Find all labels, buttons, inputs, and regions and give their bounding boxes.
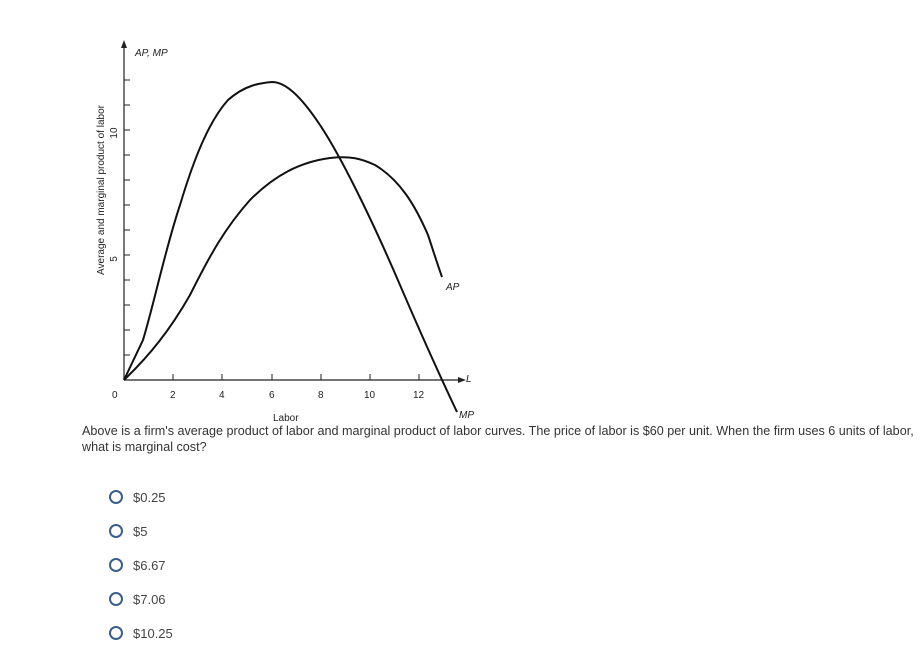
- question-text: Above is a firm's average product of lab…: [82, 424, 914, 454]
- y-tick-label-5: 5: [109, 256, 120, 262]
- option-label: $6.67: [133, 557, 166, 573]
- answer-options: $0.25 $5 $6.67 $7.06 $10.25: [109, 480, 173, 650]
- option-label: $5: [133, 523, 148, 539]
- y-axis-top-label: AP, MP: [134, 48, 168, 59]
- x-ticks: [172, 374, 420, 380]
- y-axis-side-label: Average and marginal product of labor: [96, 104, 107, 275]
- ap-label: AP: [445, 282, 460, 293]
- x-axis-arrow: [458, 377, 466, 383]
- mp-label: MP: [459, 410, 474, 421]
- x-tick-label-10: 10: [364, 390, 376, 401]
- y-ticks: [124, 79, 130, 356]
- x-tick-label-8: 8: [318, 390, 324, 401]
- x-tick-label-0: 0: [112, 390, 118, 401]
- ap-curve: [123, 156, 443, 381]
- radio-icon[interactable]: [109, 592, 123, 606]
- x-tick-label-4: 4: [219, 390, 225, 401]
- option-1[interactable]: $5: [109, 514, 173, 548]
- x-tick-label-12: 12: [413, 390, 425, 401]
- chart: 0 2 4 6 8 10 12 5 10 Average and margina…: [96, 40, 474, 424]
- option-label: $10.25: [133, 625, 173, 641]
- x-axis-label: Labor: [273, 413, 299, 424]
- x-tick-label-6: 6: [269, 390, 275, 401]
- x-axis-end-label: L: [466, 374, 472, 385]
- x-tick-label-2: 2: [170, 390, 176, 401]
- option-2[interactable]: $6.67: [109, 548, 173, 582]
- radio-icon[interactable]: [109, 490, 123, 504]
- radio-icon[interactable]: [109, 524, 123, 538]
- option-3[interactable]: $7.06: [109, 582, 173, 616]
- mp-curve: [123, 80, 458, 413]
- option-0[interactable]: $0.25: [109, 480, 173, 514]
- radio-icon[interactable]: [109, 558, 123, 572]
- option-label: $0.25: [133, 489, 166, 505]
- option-4[interactable]: $10.25: [109, 616, 173, 650]
- option-label: $7.06: [133, 591, 166, 607]
- radio-icon[interactable]: [109, 626, 123, 640]
- y-axis-arrow: [121, 40, 127, 48]
- y-tick-label-10: 10: [109, 127, 120, 139]
